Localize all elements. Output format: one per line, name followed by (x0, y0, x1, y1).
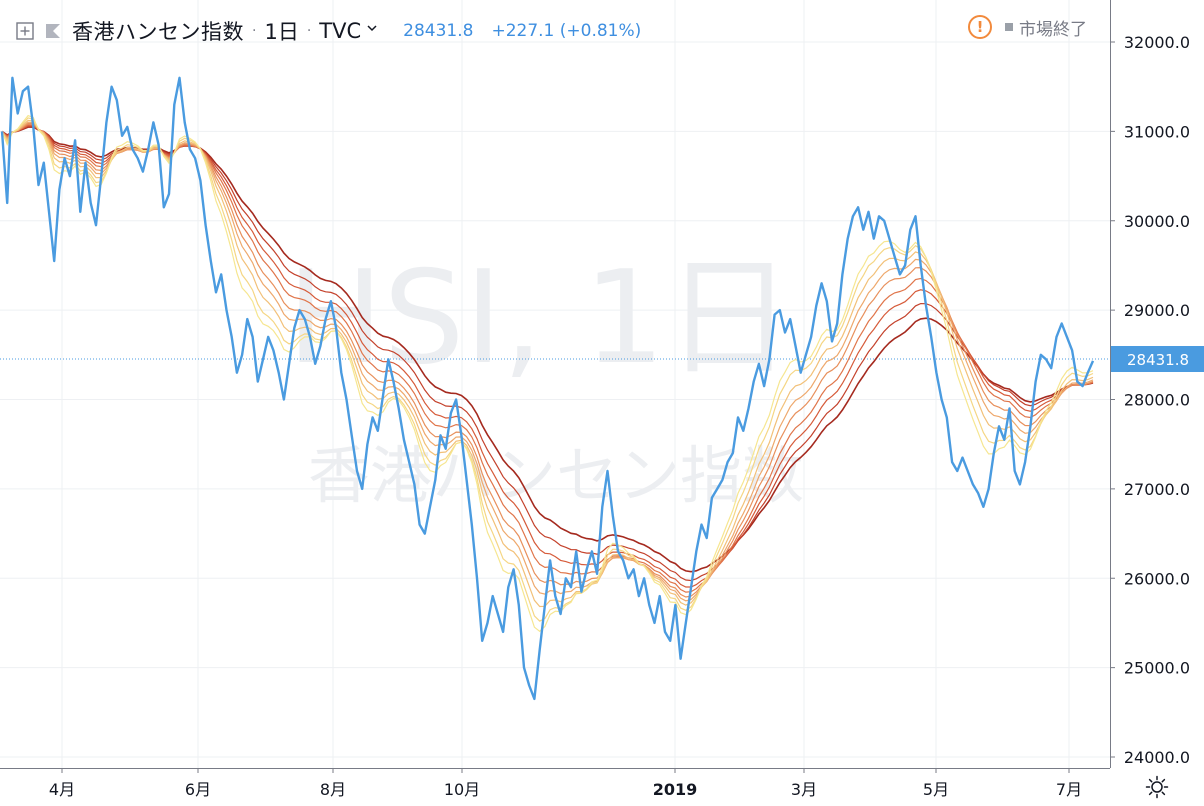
price-axis[interactable]: 24000.0 25000.0 26000.0 27000.0 28000.0 29000… (1110, 33, 1190, 767)
price-axis-label: 31000.0 (1124, 122, 1190, 141)
last-price-tag-bg (1111, 346, 1204, 372)
settings-gear-icon[interactable] (1145, 775, 1169, 799)
price-axis-label: 25000.0 (1124, 659, 1190, 678)
time-axis-label: 7月 (1056, 780, 1082, 799)
ribbon-line (1, 124, 1094, 593)
time-axis-label: 3月 (791, 780, 817, 799)
plus-square-icon (16, 22, 34, 40)
price-axis-label: 30000.0 (1124, 212, 1190, 231)
ribbon-line (1, 114, 1094, 633)
market-status[interactable]: ! 市場終了 (968, 13, 1087, 41)
last-price-tag: 28431.8 (1111, 346, 1204, 372)
time-axis-label: 8月 (320, 780, 346, 799)
ribbon-line (1, 117, 1094, 622)
symbol-title[interactable]: 香港ハンセン指数 (72, 20, 244, 44)
market-status-label: 市場終了 (1019, 19, 1087, 40)
price-series (0, 76, 1095, 701)
watermark-description: 香港ハンセン指数 (308, 439, 804, 512)
time-axis-label: 10月 (444, 780, 480, 799)
interval-label[interactable]: 1日 (264, 20, 299, 44)
price-axis-label: 32000.0 (1124, 33, 1190, 52)
last-price-value: 28431.8 (403, 21, 474, 41)
price-axis-label: 24000.0 (1124, 748, 1190, 767)
time-axis[interactable]: 4月 6月 8月 10月 2019 3月 5月 7月 (49, 768, 1082, 799)
exchange-label[interactable]: TVC (319, 19, 362, 43)
expand-legend-button[interactable] (14, 20, 36, 42)
ribbon-line (1, 119, 1094, 608)
warning-icon[interactable]: ! (968, 15, 992, 39)
price-axis-label: 27000.0 (1124, 480, 1190, 499)
moving-average-ribbon (1, 114, 1094, 633)
price-line (0, 76, 1095, 701)
separator-dot: · (306, 23, 312, 39)
last-price-tag-label: 28431.8 (1127, 351, 1189, 369)
symbol-flag-icon[interactable] (46, 24, 60, 38)
legend-header: 香港ハンセン指数 · 1日 · TVC 28431.8 +227.1 (+0.8… (0, 14, 641, 48)
price-axis-label: 29000.0 (1124, 301, 1190, 320)
price-change-value: +227.1 (+0.81%) (491, 21, 642, 41)
time-axis-label: 2019 (653, 780, 698, 799)
watermark: HSI, 1日 香港ハンセン指数 (287, 244, 804, 512)
market-closed-indicator (1005, 23, 1013, 31)
time-axis-label: 5月 (923, 780, 949, 799)
grid-lines (0, 0, 1110, 768)
price-axis-label: 28000.0 (1124, 391, 1190, 410)
watermark-symbol: HSI, 1日 (287, 244, 793, 393)
time-axis-label: 4月 (49, 780, 75, 799)
chevron-down-icon[interactable] (367, 24, 377, 32)
price-axis-label: 26000.0 (1124, 569, 1190, 588)
time-axis-label: 6月 (185, 780, 211, 799)
separator-dot: · (252, 23, 257, 39)
